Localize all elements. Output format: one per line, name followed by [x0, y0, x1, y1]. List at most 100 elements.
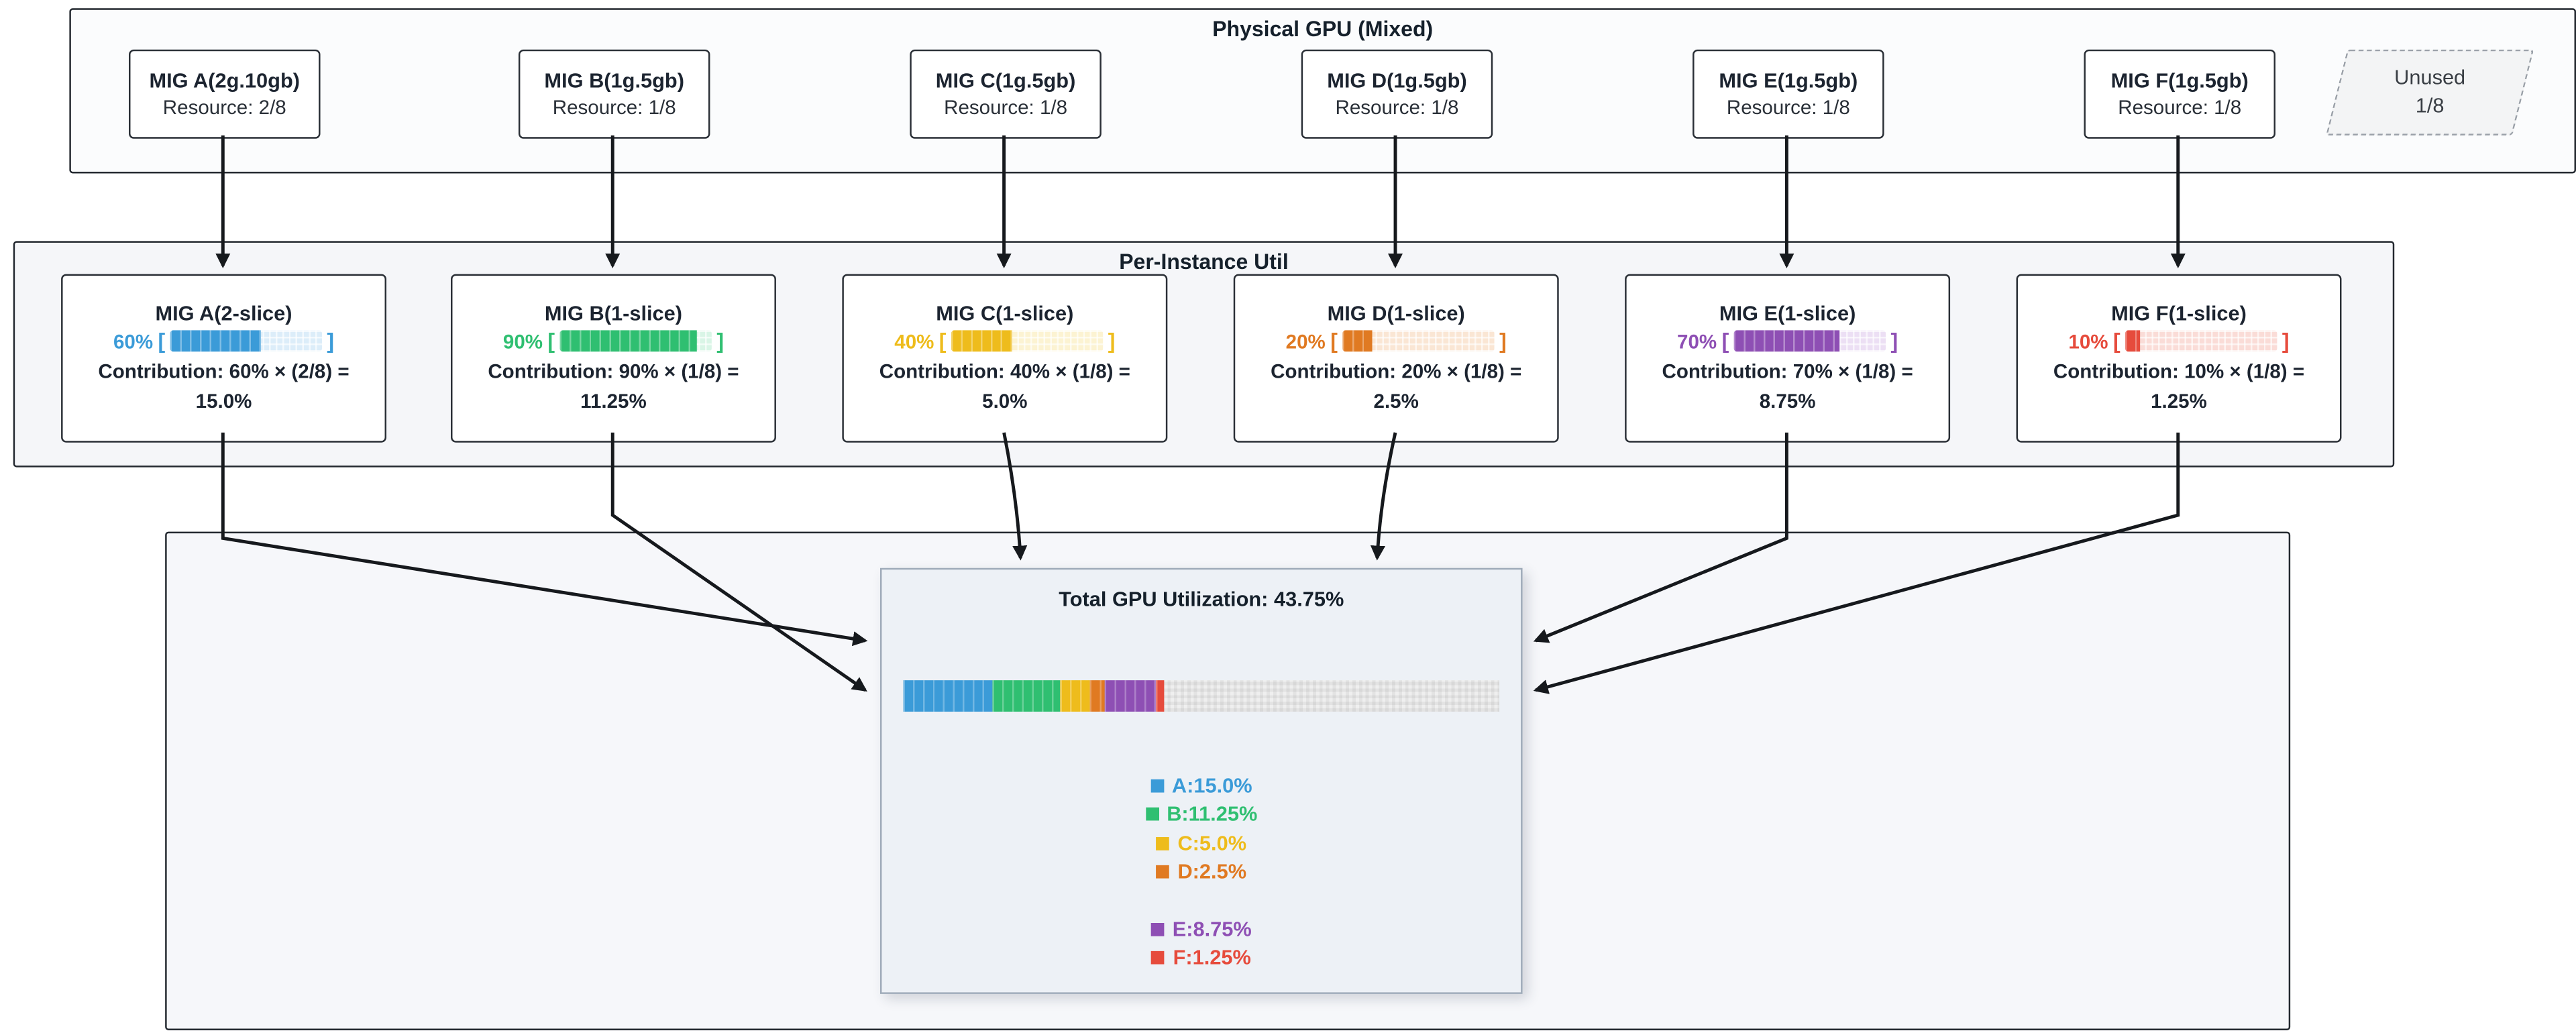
total-title: Total GPU Utilization: 43.75% [1059, 588, 1344, 611]
physical-node-b: MIG B(1g.5gb) Resource: 1/8 [518, 49, 710, 139]
segment-a [903, 680, 993, 712]
legend-label: B:11.25% [1167, 802, 1258, 826]
per-instance-node-b: MIG B(1-slice) 90% [ ] Contribution: 90%… [451, 274, 776, 443]
utilization-percent: 90% [502, 329, 543, 353]
node-name: MIG F(1g.5gb) [2110, 69, 2249, 93]
physical-node-c: MIG C(1g.5gb) Resource: 1/8 [910, 49, 1102, 139]
bar-bracket-close: ] [327, 329, 335, 354]
contribution-value: 15.0% [195, 389, 252, 413]
total-utilization-bar [903, 680, 1500, 712]
per-instance-node-f: MIG F(1-slice) 10% [ ] Contribution: 10%… [2016, 274, 2342, 443]
utilization-bar: 40% [ ] [894, 328, 1115, 354]
physical-node-f: MIG F(1g.5gb) Resource: 1/8 [2084, 49, 2276, 139]
legend-item-c: C:5.0% [1156, 829, 1246, 858]
legend-item-d: D:2.5% [1156, 858, 1246, 887]
contribution-value: 11.25% [580, 389, 647, 413]
node-name: MIG C(1-slice) [936, 302, 1074, 325]
segment-c [1059, 680, 1090, 712]
legend-item-b: B:11.25% [1145, 800, 1257, 829]
node-resource: Resource: 1/8 [2118, 95, 2242, 119]
unused-fraction: 1/8 [2415, 94, 2445, 117]
bar-fill [559, 331, 697, 353]
legend-label: A:15.0% [1171, 773, 1252, 798]
bar-fill [951, 331, 1012, 353]
physical-node-d: MIG D(1g.5gb) Resource: 1/8 [1301, 49, 1493, 139]
node-resource: Resource: 1/8 [552, 95, 676, 119]
utilization-bar: 70% [ ] [1677, 328, 1898, 354]
contribution-line: Contribution: 90% × (1/8) = [488, 360, 739, 383]
bar-bracket-open: [ [938, 329, 947, 354]
per-instance-node-a: MIG A(2-slice) 60% [ ] Contribution: 60%… [61, 274, 387, 443]
node-name: MIG B(1g.5gb) [544, 69, 684, 93]
utilization-bar: 20% [ ] [1286, 328, 1507, 354]
legend-swatch [1156, 865, 1170, 879]
bar-bracket-open: [ [1330, 329, 1338, 354]
legend-label: D:2.5% [1177, 861, 1247, 884]
bar-bracket-close: ] [2282, 329, 2290, 354]
bar-fill [170, 331, 262, 353]
bar-track [2125, 331, 2277, 353]
per-instance-container: Per-Instance Util [13, 241, 2395, 468]
node-name: MIG D(1-slice) [1327, 302, 1465, 325]
legend-label: F:1.25% [1173, 946, 1251, 970]
bar-bracket-open: [ [1721, 329, 1729, 354]
node-resource: Resource: 1/8 [1335, 95, 1459, 119]
legend-swatch [1151, 951, 1165, 965]
utilization-percent: 40% [894, 329, 934, 353]
utilization-bar: 90% [ ] [503, 328, 724, 354]
bar-fill [1342, 331, 1373, 353]
node-name: MIG D(1g.5gb) [1327, 69, 1467, 93]
node-name: MIG B(1-slice) [544, 302, 683, 325]
node-resource: Resource: 1/8 [944, 95, 1068, 119]
bar-bracket-open: [ [2112, 329, 2121, 354]
segment-b [992, 680, 1060, 712]
per-instance-node-d: MIG D(1-slice) 20% [ ] Contribution: 20%… [1233, 274, 1559, 443]
legend-swatch [1145, 808, 1159, 822]
legend-label: E:8.75% [1172, 918, 1252, 941]
physical-gpu-title: Physical GPU (Mixed) [1212, 16, 1434, 42]
node-resource: Resource: 1/8 [1726, 95, 1850, 119]
legend-item-a: A:15.0% [1150, 771, 1252, 800]
physical-node-a: MIG A(2g.10gb) Resource: 2/8 [129, 49, 321, 139]
legend-swatch [1150, 922, 1165, 936]
segment-d [1089, 680, 1105, 712]
node-name: MIG C(1g.5gb) [935, 69, 1076, 93]
unused-label: Unused [2394, 66, 2466, 90]
node-name: MIG A(2-slice) [155, 302, 292, 325]
legend-swatch [1156, 836, 1170, 851]
contribution-value: 2.5% [1373, 389, 1419, 413]
bar-bracket-open: [ [547, 329, 555, 354]
legend-label: C:5.0% [1177, 832, 1247, 855]
contribution-line: Contribution: 70% × (1/8) = [1662, 360, 1913, 383]
legend-item-e: E:8.75% [1150, 915, 1252, 944]
utilization-percent: 20% [1285, 329, 1326, 353]
node-name: MIG E(1-slice) [1719, 302, 1856, 325]
bar-track [1342, 331, 1495, 353]
contribution-line: Contribution: 10% × (1/8) = [2053, 360, 2305, 383]
node-name: MIG E(1g.5gb) [1719, 69, 1858, 93]
contribution-line: Contribution: 20% × (1/8) = [1271, 360, 1522, 383]
unused-slice-node: Unused 1/8 [2326, 49, 2534, 135]
segment-e [1104, 680, 1157, 712]
total-utilization-panel: Total GPU Utilization: 43.75% A:15.0% B:… [880, 567, 1523, 994]
utilization-bar: 10% [ ] [2068, 328, 2289, 354]
utilization-percent: 10% [2068, 329, 2108, 353]
legend-item-f: F:1.25% [1151, 944, 1251, 973]
bar-bracket-close: ] [716, 329, 724, 354]
node-name: MIG A(2g.10gb) [149, 69, 301, 93]
utilization-percent: 70% [1677, 329, 1717, 353]
bar-bracket-close: ] [1499, 329, 1507, 354]
contribution-value: 5.0% [982, 389, 1028, 413]
bar-bracket-close: ] [1108, 329, 1116, 354]
bar-track [559, 331, 712, 353]
node-resource: Resource: 2/8 [162, 95, 286, 119]
legend: A:15.0% B:11.25% C:5.0% D:2.5% E:8.75% F… [881, 771, 1521, 973]
contribution-line: Contribution: 60% × (2/8) = [98, 360, 350, 383]
bar-fill [1733, 331, 1841, 353]
per-instance-node-e: MIG E(1-slice) 70% [ ] Contribution: 70%… [1625, 274, 1951, 443]
physical-node-e: MIG E(1g.5gb) Resource: 1/8 [1693, 49, 1884, 139]
bar-bracket-close: ] [1890, 329, 1898, 354]
legend-swatch [1150, 779, 1164, 792]
contribution-line: Contribution: 40% × (1/8) = [879, 360, 1130, 383]
contribution-value: 1.25% [2151, 389, 2207, 413]
